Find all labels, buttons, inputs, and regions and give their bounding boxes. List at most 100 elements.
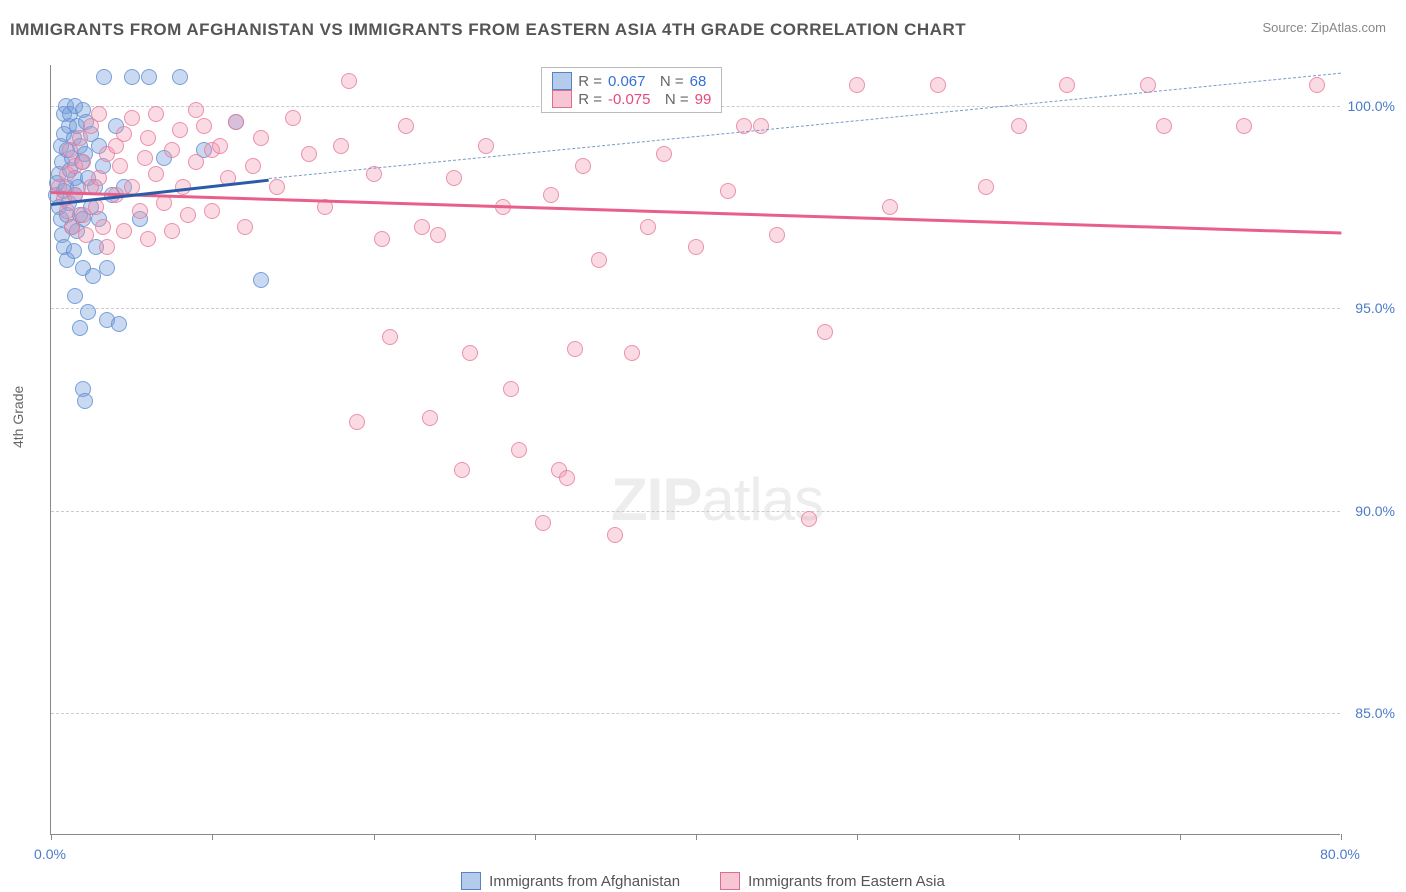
point-eastern-asia (543, 187, 559, 203)
x-tick (696, 834, 697, 840)
point-eastern-asia (374, 231, 390, 247)
point-eastern-asia (64, 219, 80, 235)
point-afghanistan (72, 320, 88, 336)
point-eastern-asia (333, 138, 349, 154)
point-eastern-asia (656, 146, 672, 162)
gridline (51, 308, 1340, 309)
stats-row-eastern-asia: R = -0.075 N = 99 (552, 90, 711, 108)
point-eastern-asia (567, 341, 583, 357)
x-tick (51, 834, 52, 840)
point-eastern-asia (591, 252, 607, 268)
point-eastern-asia (172, 122, 188, 138)
legend-swatch-pink (720, 872, 740, 890)
x-tick (857, 834, 858, 840)
point-eastern-asia (624, 345, 640, 361)
y-tick-label: 95.0% (1355, 300, 1395, 316)
y-tick-label: 85.0% (1355, 705, 1395, 721)
point-eastern-asia (1011, 118, 1027, 134)
point-eastern-asia (99, 239, 115, 255)
point-afghanistan (253, 272, 269, 288)
point-eastern-asia (341, 73, 357, 89)
point-eastern-asia (559, 470, 575, 486)
point-eastern-asia (148, 106, 164, 122)
point-eastern-asia (212, 138, 228, 154)
point-eastern-asia (285, 110, 301, 126)
scatter-chart: ZIPatlas 85.0%90.0%95.0%100.0%R = 0.067 … (50, 65, 1340, 835)
watermark: ZIPatlas (611, 465, 823, 534)
stats-legend: R = 0.067 N = 68R = -0.075 N = 99 (541, 67, 722, 113)
stat-label: N = (652, 73, 684, 90)
x-tick (1019, 834, 1020, 840)
trend-line-extrapolated (269, 73, 1341, 179)
point-eastern-asia (503, 381, 519, 397)
point-eastern-asia (59, 203, 75, 219)
point-afghanistan (85, 268, 101, 284)
point-eastern-asia (640, 219, 656, 235)
gridline (51, 713, 1340, 714)
point-eastern-asia (1236, 118, 1252, 134)
point-eastern-asia (882, 199, 898, 215)
point-eastern-asia (116, 223, 132, 239)
point-eastern-asia (148, 166, 164, 182)
point-eastern-asia (769, 227, 785, 243)
legend-label: Immigrants from Afghanistan (489, 873, 680, 890)
point-eastern-asia (511, 442, 527, 458)
stat-label: R = (578, 73, 602, 90)
stats-row-afghanistan: R = 0.067 N = 68 (552, 72, 711, 90)
point-eastern-asia (301, 146, 317, 162)
point-eastern-asia (454, 462, 470, 478)
point-eastern-asia (253, 130, 269, 146)
point-eastern-asia (91, 106, 107, 122)
stat-label: N = (657, 91, 689, 108)
point-eastern-asia (180, 207, 196, 223)
point-eastern-asia (1059, 77, 1075, 93)
point-eastern-asia (446, 170, 462, 186)
y-axis-label: 4th Grade (10, 386, 26, 448)
point-afghanistan (141, 69, 157, 85)
point-afghanistan (172, 69, 188, 85)
point-eastern-asia (753, 118, 769, 134)
point-eastern-asia (91, 170, 107, 186)
point-eastern-asia (78, 227, 94, 243)
point-eastern-asia (188, 154, 204, 170)
chart-title: IMMIGRANTS FROM AFGHANISTAN VS IMMIGRANT… (10, 20, 966, 40)
point-eastern-asia (88, 199, 104, 215)
x-tick-label: 80.0% (1320, 846, 1360, 862)
legend-swatch-pink (552, 90, 572, 108)
x-tick (1341, 834, 1342, 840)
point-eastern-asia (124, 110, 140, 126)
point-eastern-asia (849, 77, 865, 93)
point-eastern-asia (75, 154, 91, 170)
x-tick (212, 834, 213, 840)
point-eastern-asia (137, 150, 153, 166)
point-eastern-asia (382, 329, 398, 345)
legend-swatch-blue (552, 72, 572, 90)
point-eastern-asia (72, 130, 88, 146)
point-eastern-asia (414, 219, 430, 235)
point-eastern-asia (132, 203, 148, 219)
point-eastern-asia (930, 77, 946, 93)
point-eastern-asia (124, 179, 140, 195)
stat-r-value: 0.067 (608, 73, 646, 90)
point-eastern-asia (478, 138, 494, 154)
legend-item-eastern-asia: Immigrants from Eastern Asia (720, 872, 945, 890)
point-eastern-asia (164, 142, 180, 158)
point-eastern-asia (1309, 77, 1325, 93)
point-eastern-asia (422, 410, 438, 426)
point-eastern-asia (269, 179, 285, 195)
bottom-legend: Immigrants from Afghanistan Immigrants f… (0, 872, 1406, 890)
point-eastern-asia (575, 158, 591, 174)
point-afghanistan (77, 393, 93, 409)
point-eastern-asia (1156, 118, 1172, 134)
point-eastern-asia (462, 345, 478, 361)
x-tick (1180, 834, 1181, 840)
point-eastern-asia (237, 219, 253, 235)
point-afghanistan (66, 243, 82, 259)
point-eastern-asia (95, 219, 111, 235)
point-eastern-asia (349, 414, 365, 430)
point-eastern-asia (188, 102, 204, 118)
point-eastern-asia (112, 158, 128, 174)
legend-label: Immigrants from Eastern Asia (748, 873, 945, 890)
legend-item-afghanistan: Immigrants from Afghanistan (461, 872, 680, 890)
point-afghanistan (96, 69, 112, 85)
